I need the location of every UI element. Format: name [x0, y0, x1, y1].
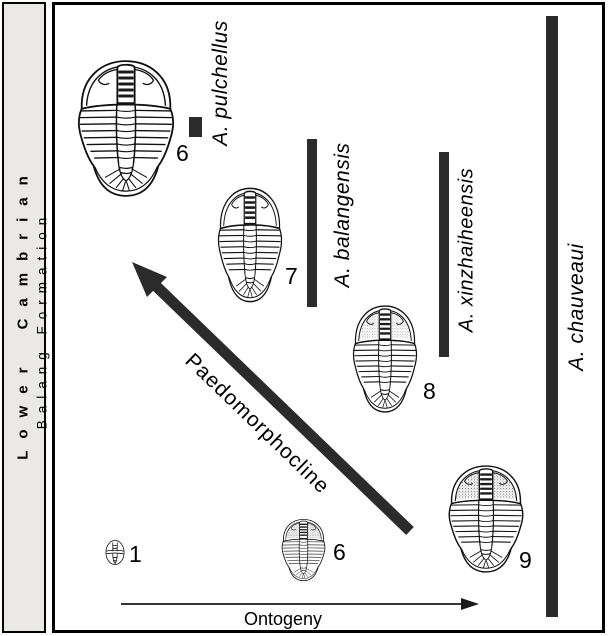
specimen-number: 6: [333, 539, 346, 565]
stratigraphy-sidebar: Lower Cambrian Balang Formation: [2, 2, 50, 633]
range-bar-pulchellus: [189, 117, 202, 137]
formation-label: Balang Formation: [34, 210, 50, 430]
epoch-label: Lower Cambrian: [14, 164, 32, 460]
range-bar-xinzhaiheensis: [439, 152, 449, 357]
species-label-balangensis: A. balangensis: [331, 142, 354, 288]
specimen-number: 8: [423, 378, 436, 404]
trilobite-balangensis-stage7: [217, 187, 283, 303]
species-label-chauveaui: A. chauveaui: [565, 243, 588, 371]
specimen-number: 1: [129, 541, 142, 567]
range-bar-chauveaui: [546, 16, 558, 617]
species-label-xinzhaiheensis: A. xinzhaiheensis: [455, 167, 478, 333]
trilobite-protaspis-stage1: [105, 540, 125, 565]
trilobite-pulchellus-stage6: [77, 60, 175, 197]
trilobite-chauveaui-stage9: [448, 465, 524, 573]
species-label-pulchellus: A. pulchellus: [209, 20, 232, 146]
specimen-number: 6: [176, 140, 189, 166]
range-bar-balangensis: [307, 139, 317, 307]
specimen-number: 9: [519, 547, 532, 573]
trilobite-xinzhaiheensis-stage8: [352, 305, 418, 413]
specimen-number: 7: [285, 263, 298, 289]
trilobite-juvenile-stage6: [281, 518, 326, 582]
